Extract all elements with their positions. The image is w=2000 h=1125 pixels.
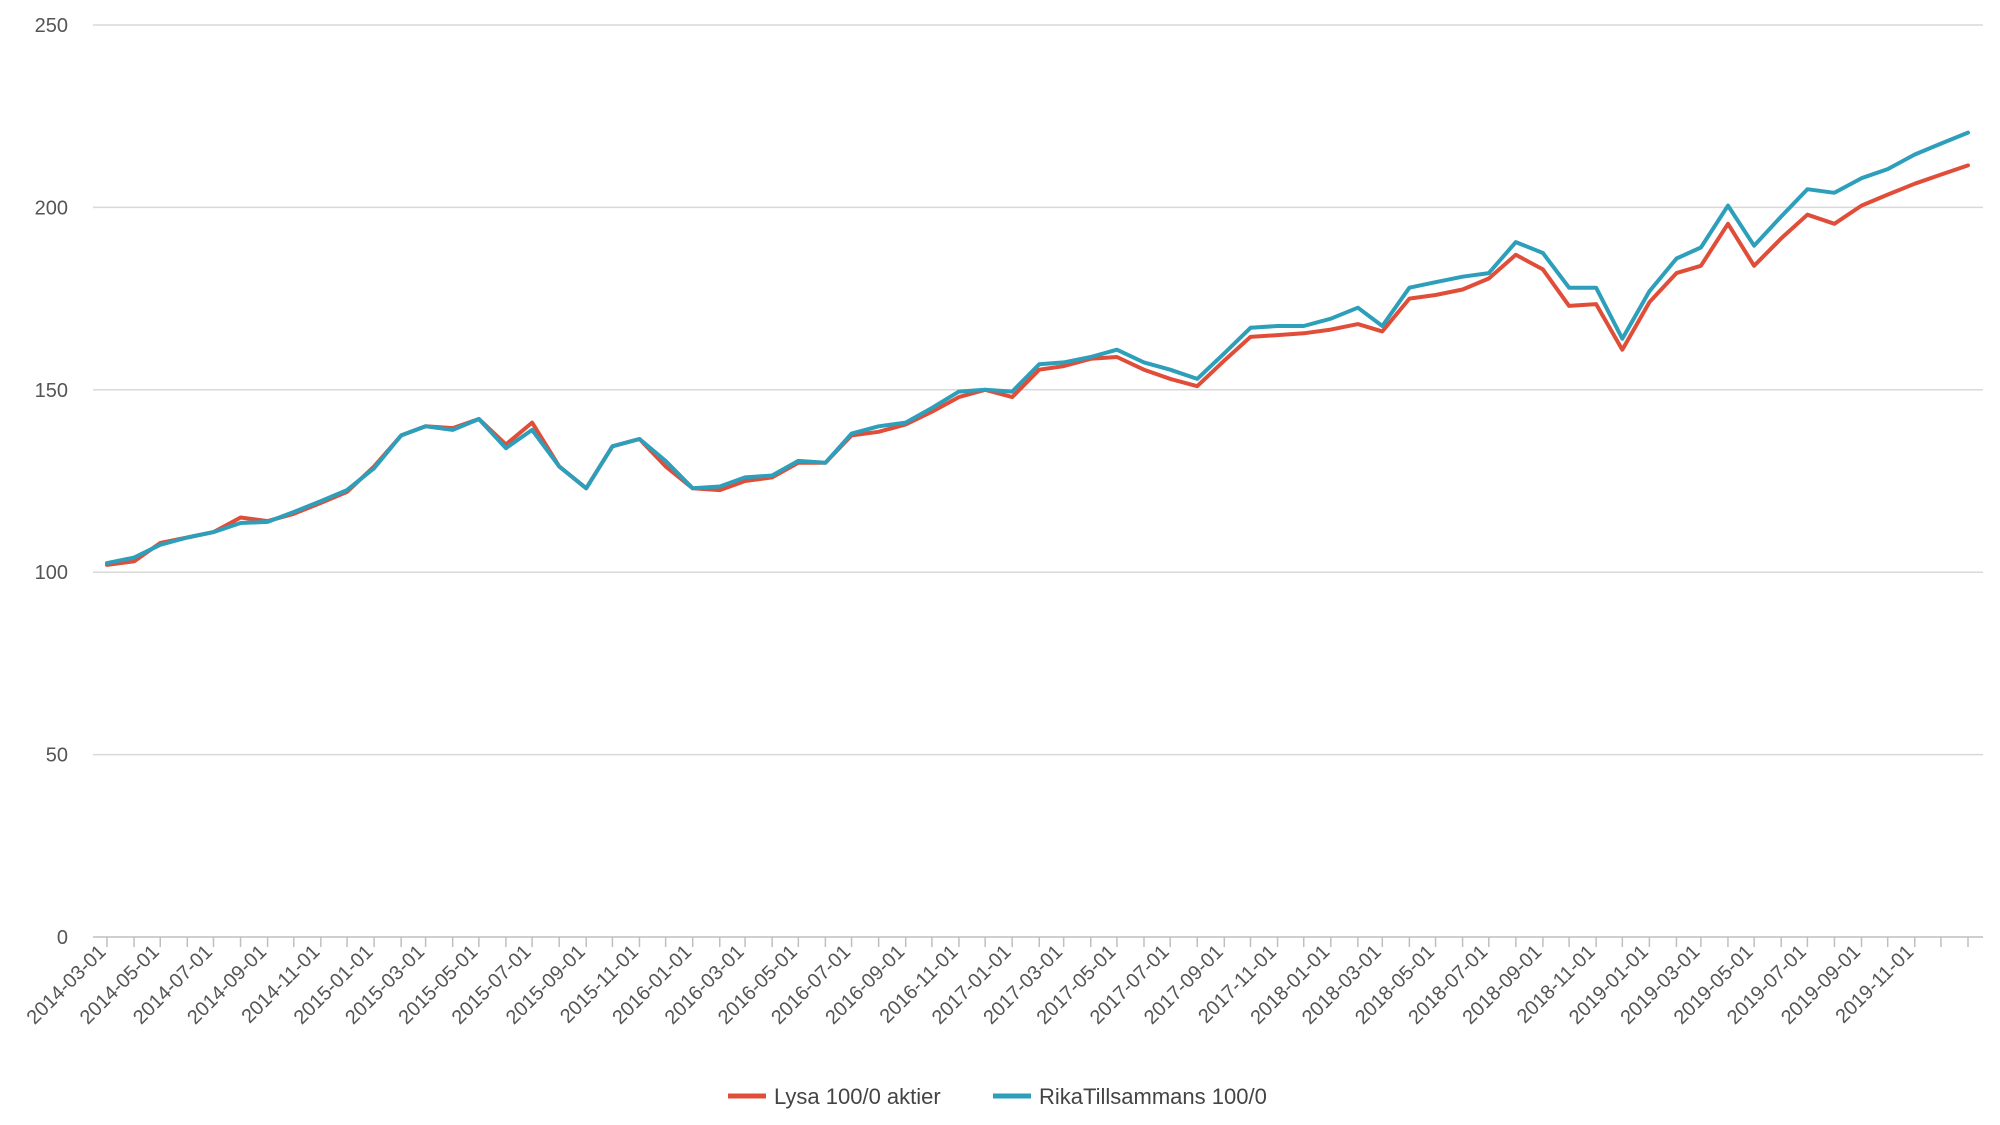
y-tick-label-150: 150 xyxy=(35,380,68,402)
y-tick-label-50: 50 xyxy=(46,745,68,767)
legend-label-lysa: Lysa 100/0 aktier xyxy=(774,1084,941,1109)
legend: Lysa 100/0 aktier RikaTillsammans 100/0 xyxy=(728,1084,1267,1109)
legend-label-rikatillsammans: RikaTillsammans 100/0 xyxy=(1039,1084,1267,1109)
series-lines xyxy=(105,130,1970,567)
y-tick-label-0: 0 xyxy=(57,927,68,949)
y-tick-label-200: 200 xyxy=(35,197,68,219)
gridlines xyxy=(93,24,1983,756)
series-line-rikatillsammans xyxy=(105,130,1970,566)
y-axis-tick-labels: 0 50 100 150 200 250 xyxy=(35,15,68,949)
x-axis: 2014-03-012014-05-012014-07-012014-09-01… xyxy=(23,936,1983,1029)
y-tick-label-250: 250 xyxy=(35,15,68,37)
y-tick-label-100: 100 xyxy=(35,562,68,584)
